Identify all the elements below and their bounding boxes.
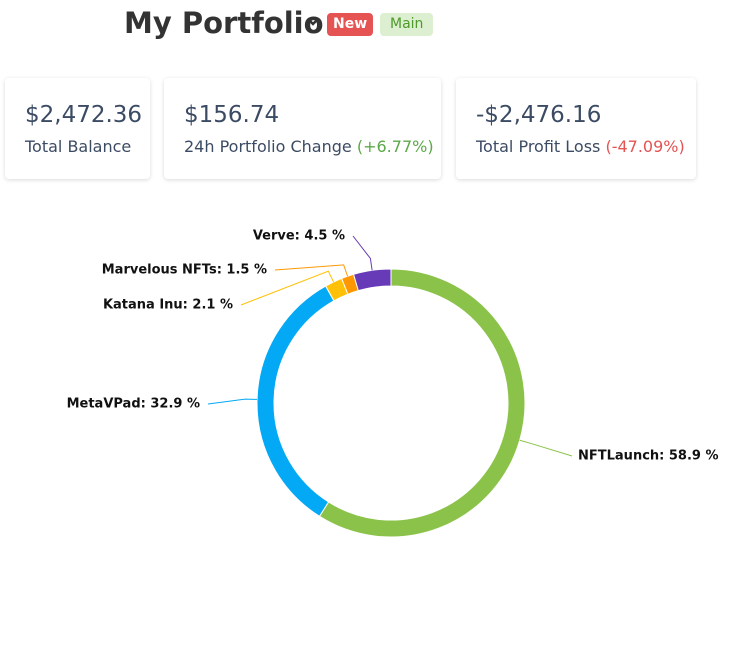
stat-label: 24h Portfolio Change: [184, 137, 352, 156]
leader-line: [274, 264, 349, 277]
stat-label: Total Balance: [25, 137, 132, 156]
stat-change: (+6.77%): [356, 137, 434, 156]
donut-slice: [340, 273, 359, 295]
slice-label: Verve: 4.5 %: [253, 229, 345, 244]
slice-label: Marvelous NFTs: 1.5 %: [102, 263, 267, 278]
stat-value: $156.74: [184, 102, 280, 128]
stat-card: -$2,476.16 Total Profit Loss (-47.09%): [456, 78, 696, 179]
dropdown-chevron[interactable]: [306, 17, 320, 27]
donut-slice: [318, 268, 526, 538]
leader-line: [352, 235, 373, 271]
stat-value: $2,472.36: [25, 102, 143, 128]
leader-line: [519, 439, 573, 457]
stat-card: $2,472.36 Total Balance: [5, 78, 150, 179]
stat-change: (-47.09%): [605, 137, 685, 156]
page-title[interactable]: My Portfolio: [124, 6, 324, 40]
donut-slice: [352, 268, 392, 292]
badge[interactable]: Main: [380, 13, 434, 36]
stat-card: $156.74 24h Portfolio Change (+6.77%): [164, 78, 441, 179]
stat-label: Total Profit Loss: [476, 137, 601, 156]
donut-slice: [324, 277, 349, 302]
stat-value: -$2,476.16: [476, 102, 602, 128]
leader-line: [240, 270, 334, 306]
leader-line: [207, 398, 258, 405]
slice-label: Katana Inu: 2.1 %: [103, 298, 233, 313]
slice-label: MetaVPad: 32.9 %: [67, 397, 200, 412]
stat-label-row: 24h Portfolio Change (+6.77%): [184, 137, 434, 156]
badge: New: [327, 13, 374, 36]
stat-label-row: Total Profit Loss (-47.09%): [476, 137, 685, 156]
donut-slice: [256, 285, 335, 518]
slice-label: NFTLaunch: 58.9 %: [578, 449, 719, 464]
